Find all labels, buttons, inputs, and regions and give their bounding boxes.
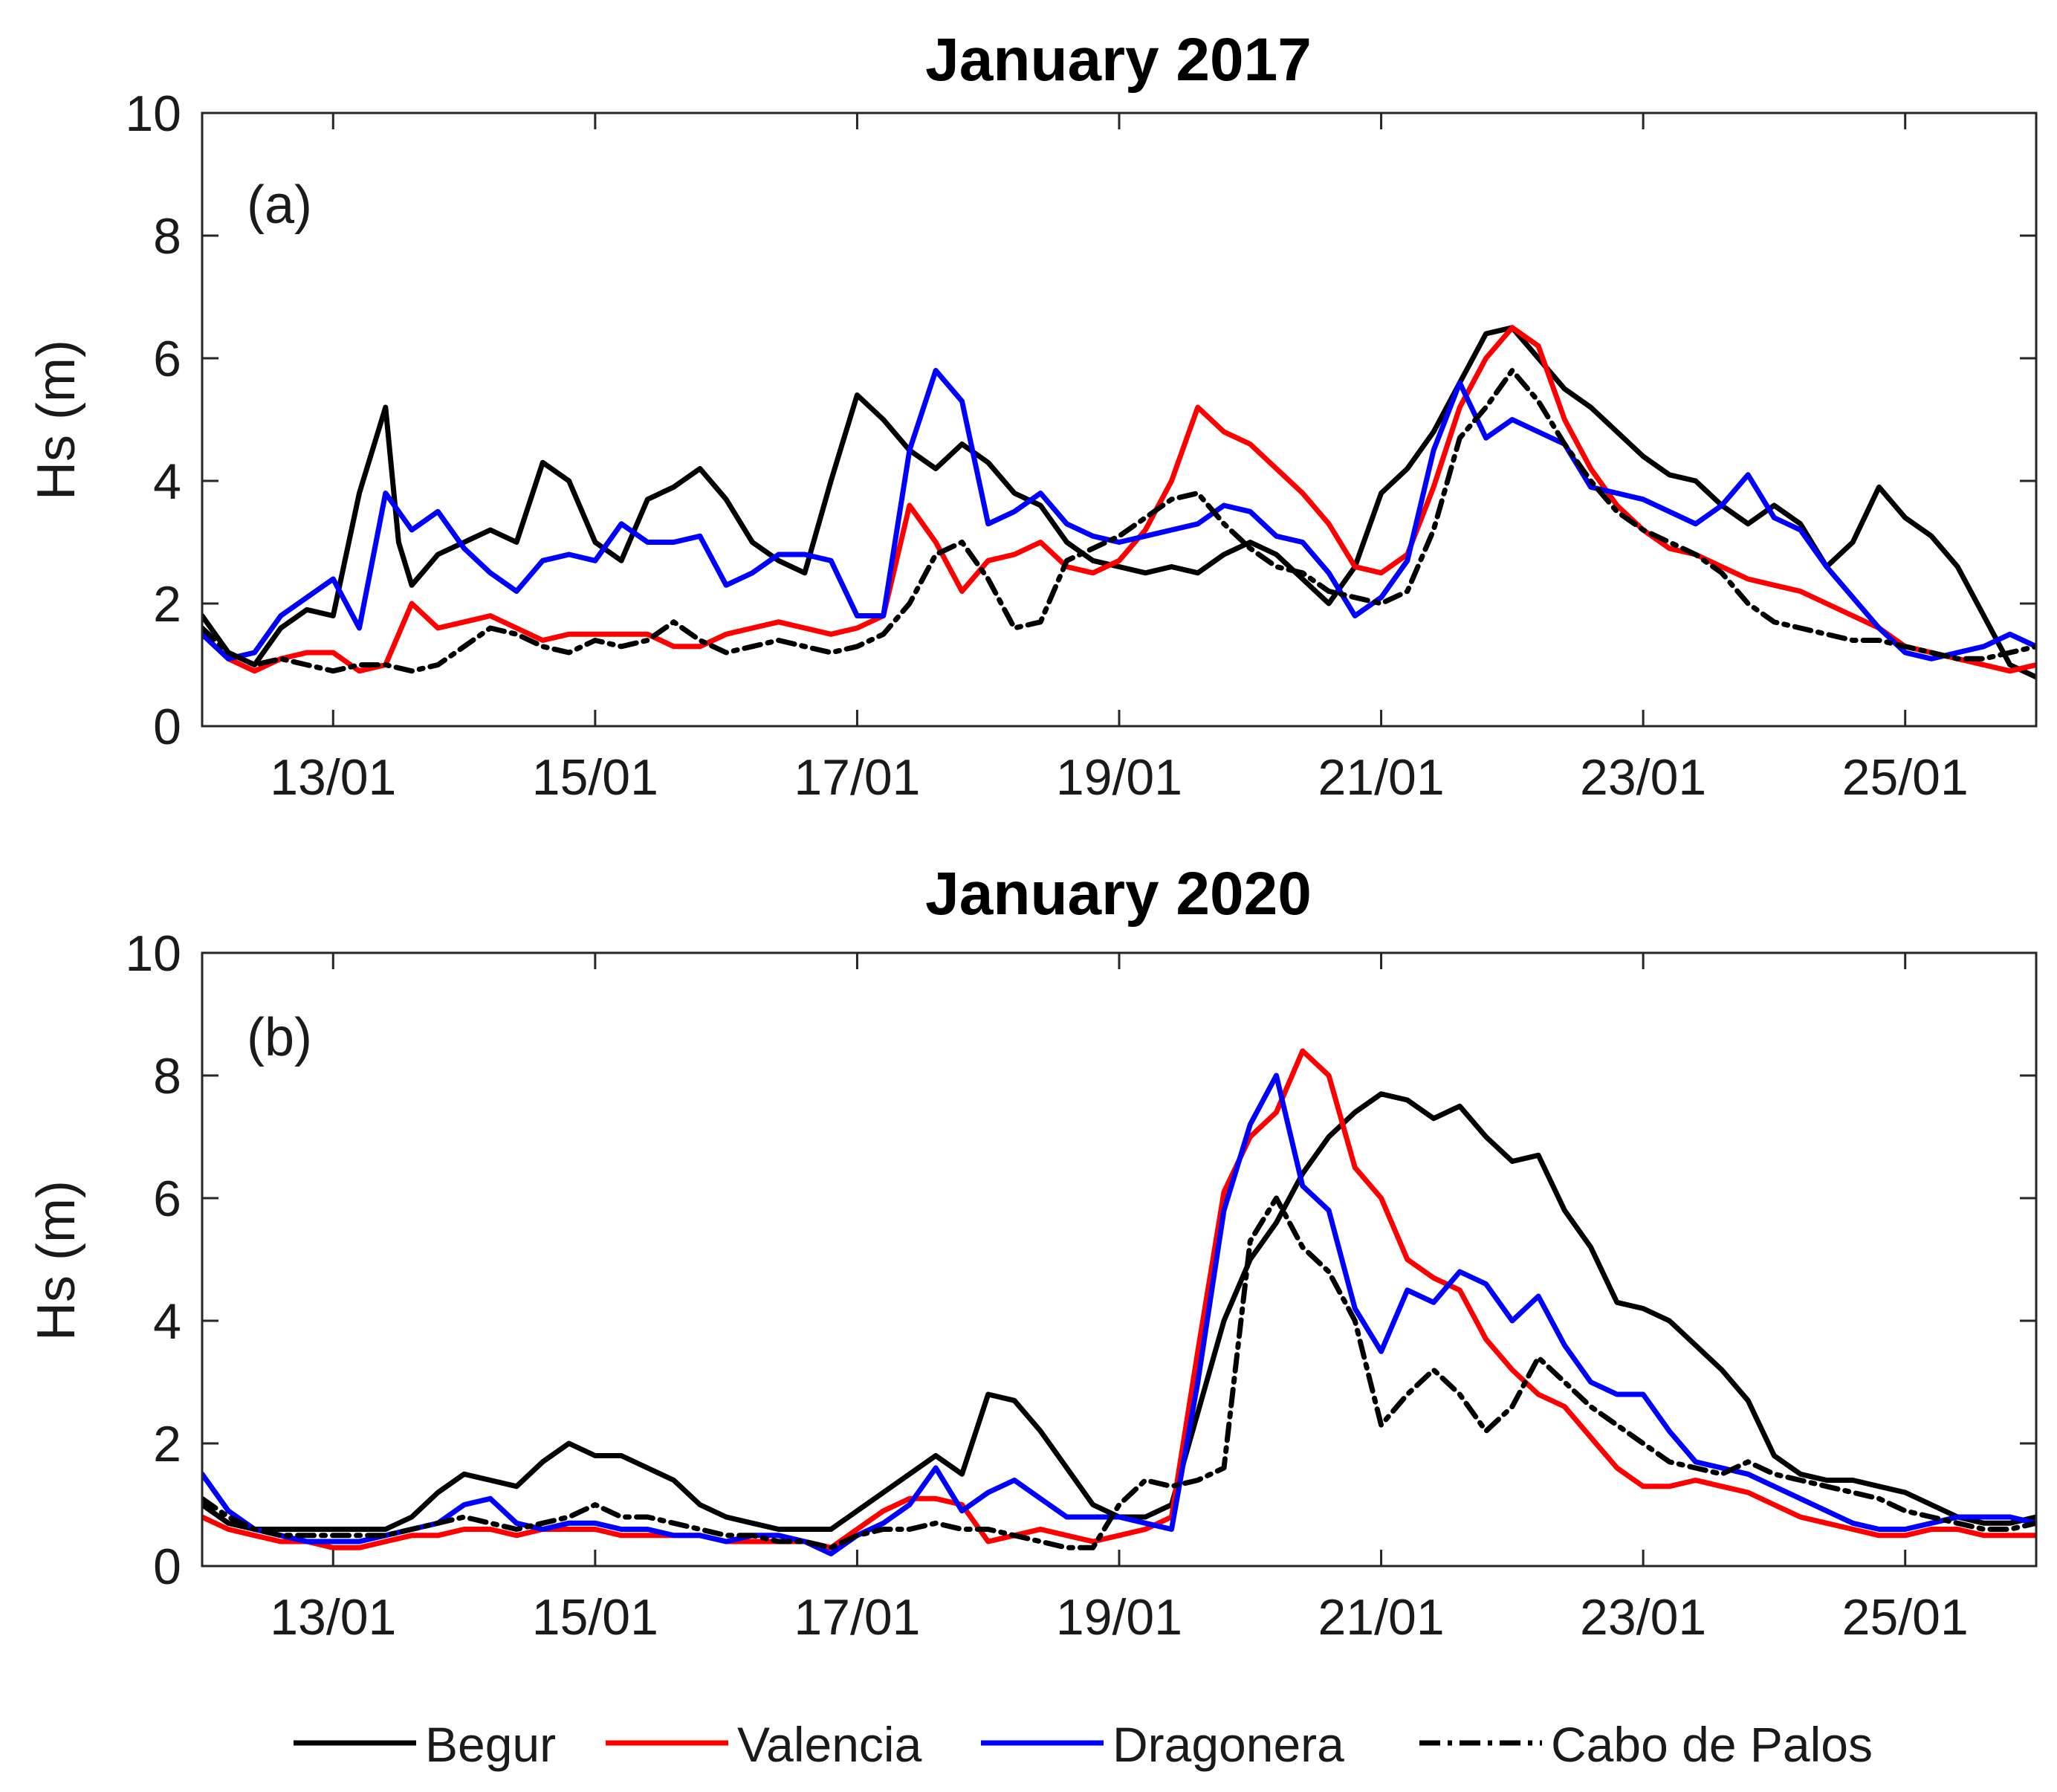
panel-a-xtick-label: 23/01 [1580, 749, 1706, 806]
panel-a-xtick-label: 21/01 [1318, 749, 1444, 806]
panel-b-series-valencia [202, 1048, 2036, 1550]
panel-b: January 2020 (b) Hs (m) 0 2 4 6 8 10 13/01 15/0… [27, 860, 2038, 1646]
panel-a-ytick-label: 8 [153, 208, 181, 265]
legend-label-dragonera: Dragonera [1112, 1717, 1344, 1772]
panel-b-xtick-label: 21/01 [1318, 1589, 1444, 1646]
panel-b-series-begur [202, 1091, 2036, 1532]
panel-b-title: January 2020 [925, 860, 1312, 928]
panel-b-axes-frame [201, 951, 2038, 1568]
panel-b-xtick-label: 15/01 [532, 1589, 658, 1646]
legend-item-begur: Begur [294, 1717, 556, 1772]
panel-a-series-cabo-de-palos [202, 368, 2036, 674]
panel-b-label: (b) [247, 1008, 312, 1067]
legend: Begur Valencia Dragonera Cabo de Palos [294, 1717, 1873, 1772]
panel-a-title: January 2017 [925, 26, 1312, 94]
legend-label-cabo-de-palos: Cabo de Palos [1551, 1717, 1873, 1772]
panel-b-xtick-label: 17/01 [794, 1589, 920, 1646]
panel-a-xtick-label: 25/01 [1842, 749, 1969, 806]
legend-label-begur: Begur [425, 1717, 556, 1772]
legend-label-valencia: Valencia [737, 1717, 922, 1772]
panel-b-xtick-label: 25/01 [1842, 1589, 1969, 1646]
panel-a-series-dragonera [202, 368, 2036, 662]
panel-a: January 2017 (a) Hs (m) 0 2 4 6 8 10 13/01 15/0… [27, 26, 2038, 806]
panel-a-xtick-label: 17/01 [794, 749, 920, 806]
panel-b-ytick-label: 6 [153, 1171, 181, 1227]
panel-a-axes-frame [201, 111, 2038, 728]
panel-a-xtick-label: 19/01 [1056, 749, 1182, 806]
panel-a-ytick-label: 10 [125, 85, 181, 142]
legend-item-valencia: Valencia [606, 1717, 922, 1772]
panel-a-xtick-label: 15/01 [532, 749, 658, 806]
panel-b-ytick-label: 0 [153, 1539, 181, 1595]
panel-a-ytick-label: 0 [153, 699, 181, 755]
panel-a-ytick-label: 4 [153, 453, 181, 510]
panel-b-series-dragonera [202, 1073, 2036, 1556]
panel-b-ytick-label: 10 [125, 925, 181, 982]
legend-item-dragonera: Dragonera [981, 1717, 1344, 1772]
panel-b-xtick-label: 23/01 [1580, 1589, 1706, 1646]
panel-a-series-valencia [202, 325, 2036, 674]
panel-a-ytick-label: 6 [153, 331, 181, 387]
panel-b-y-axis-label: Hs (m) [27, 1180, 86, 1341]
panel-b-ytick-label: 2 [153, 1416, 181, 1472]
panel-b-xtick-label: 13/01 [270, 1589, 396, 1646]
legend-item-cabo-de-palos: Cabo de Palos [1419, 1717, 1873, 1772]
panel-a-label: (a) [247, 175, 312, 235]
panel-b-ytick-label: 4 [153, 1293, 181, 1350]
panel-b-xtick-label: 19/01 [1056, 1589, 1182, 1646]
panel-a-series-begur [202, 325, 2036, 680]
panel-b-series-cabo-de-palos [202, 1195, 2036, 1550]
panel-b-ytick-label: 8 [153, 1048, 181, 1104]
panel-a-y-axis-label: Hs (m) [27, 340, 86, 500]
panel-a-ytick-label: 2 [153, 576, 181, 633]
panel-a-xtick-label: 13/01 [270, 749, 396, 806]
